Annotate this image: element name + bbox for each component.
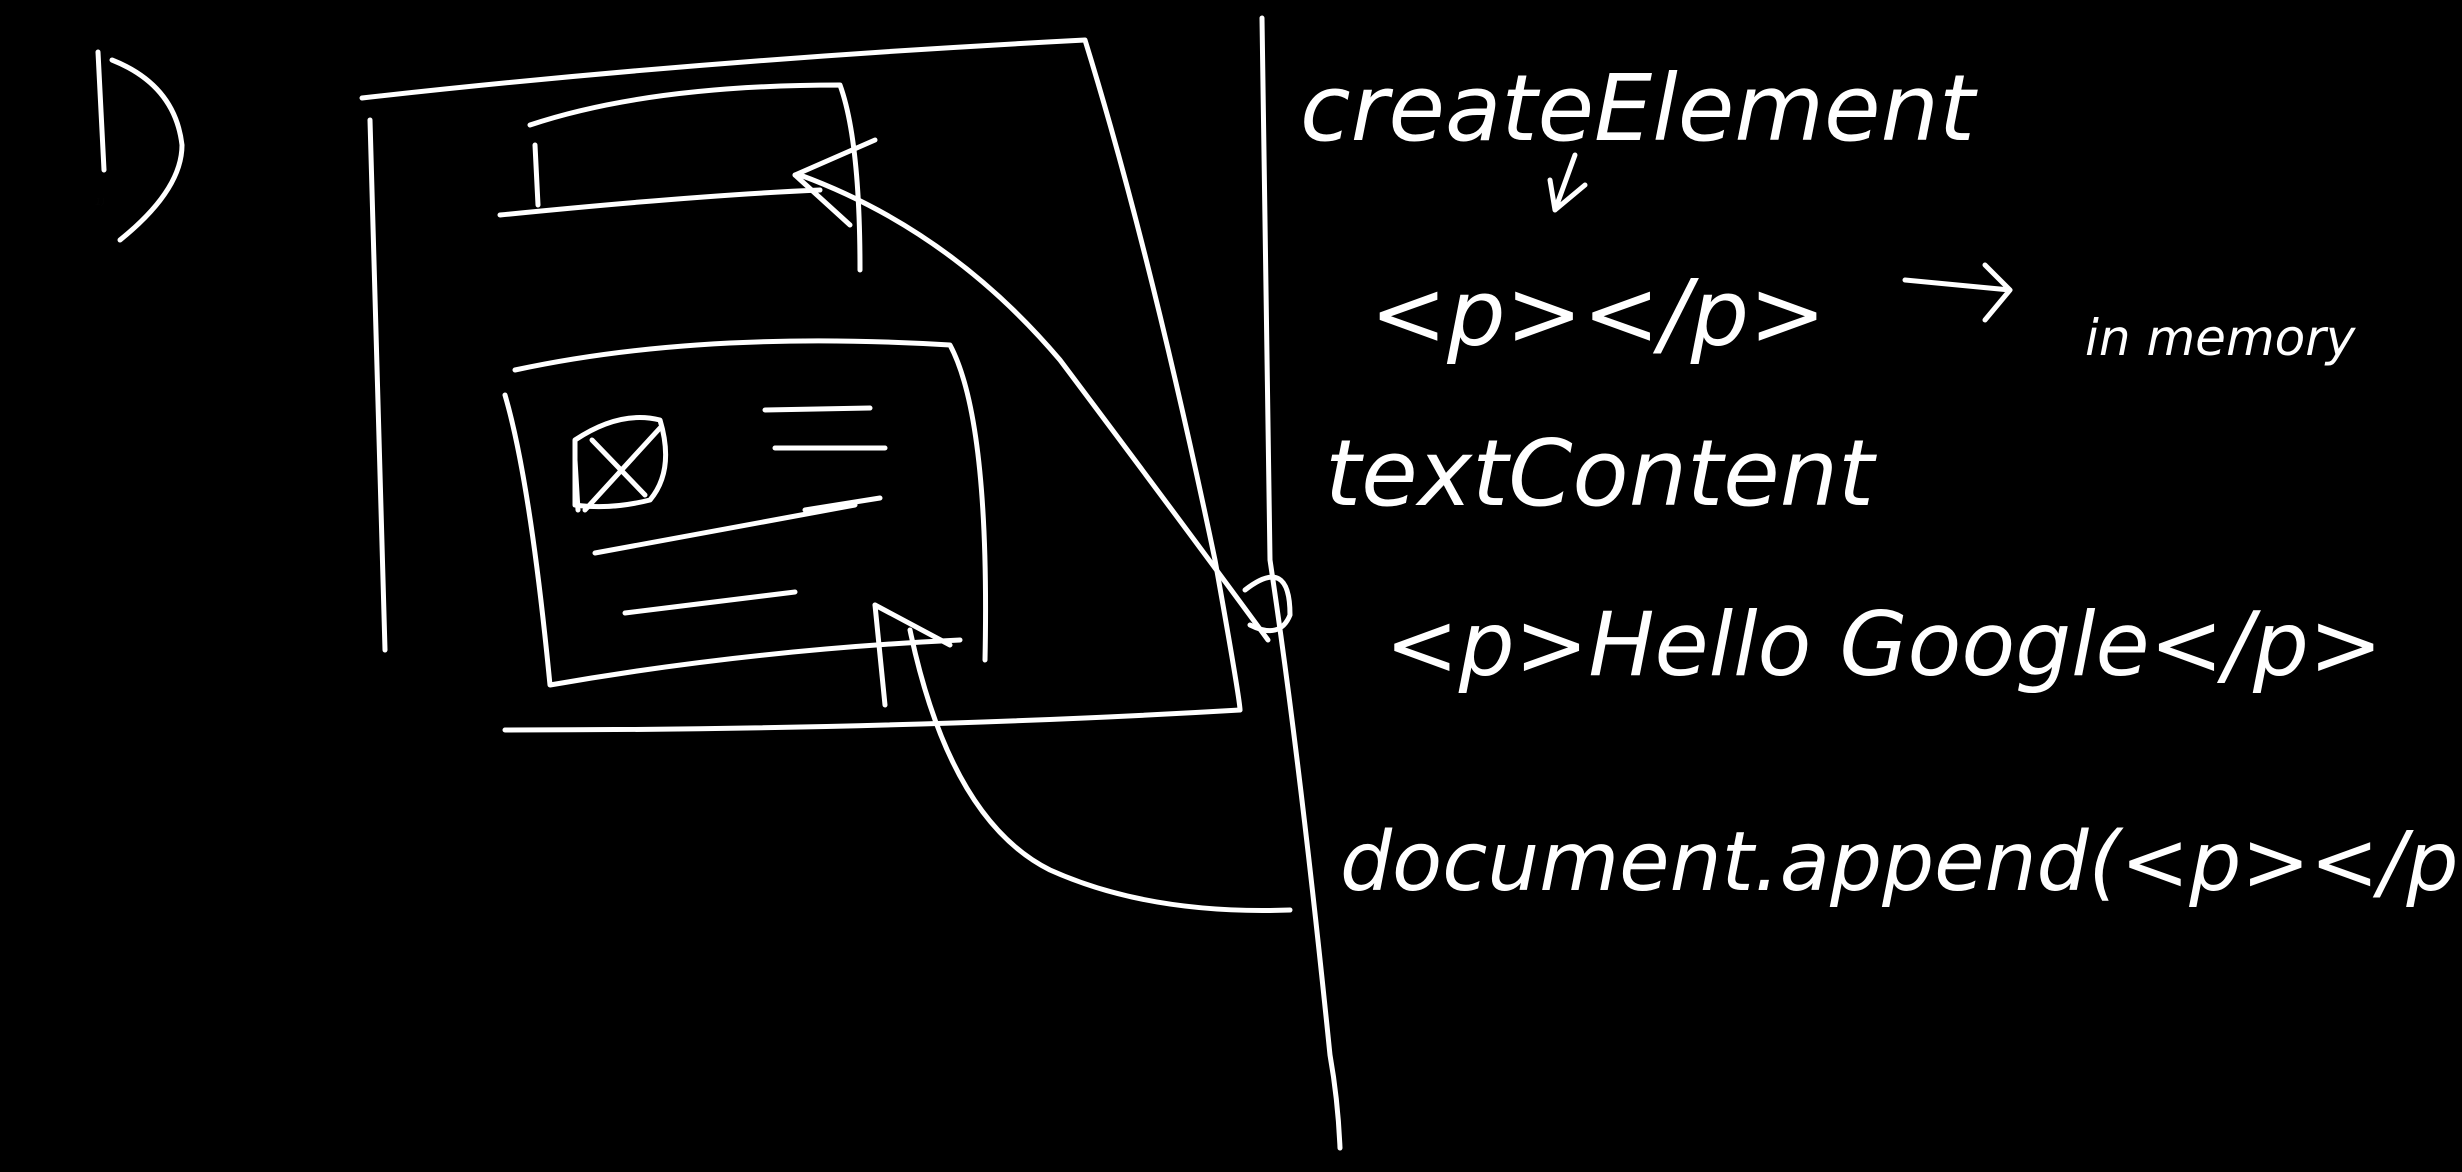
note-create-element: createElement (1300, 55, 1978, 162)
note-hello-google: <p>Hello Google</p> (1385, 593, 2383, 696)
header-bar-sketch (497, 82, 863, 273)
arrow-to-header (792, 137, 1271, 643)
note-paragraph-tag: <p></p> (1370, 260, 1826, 367)
browser-window-sketch (359, 37, 1243, 733)
notes-column: createElement <p></p> in memory textCont… (1242, 55, 2462, 910)
divider-line (1259, 15, 1343, 1151)
right-arrow-icon (1902, 262, 2013, 323)
note-document-append: document.append(<p></p>) (1340, 815, 2462, 910)
note-in-memory: in memory (2085, 309, 2357, 367)
step-marker (95, 49, 185, 243)
step-label: 1) (95, 197, 105, 208)
down-arrow-icon (1547, 152, 1588, 213)
step-2-mark (1242, 574, 1293, 634)
arrow-to-card (872, 602, 1293, 913)
content-card-sketch (502, 338, 989, 688)
note-text-content: textContent (1325, 420, 1877, 527)
